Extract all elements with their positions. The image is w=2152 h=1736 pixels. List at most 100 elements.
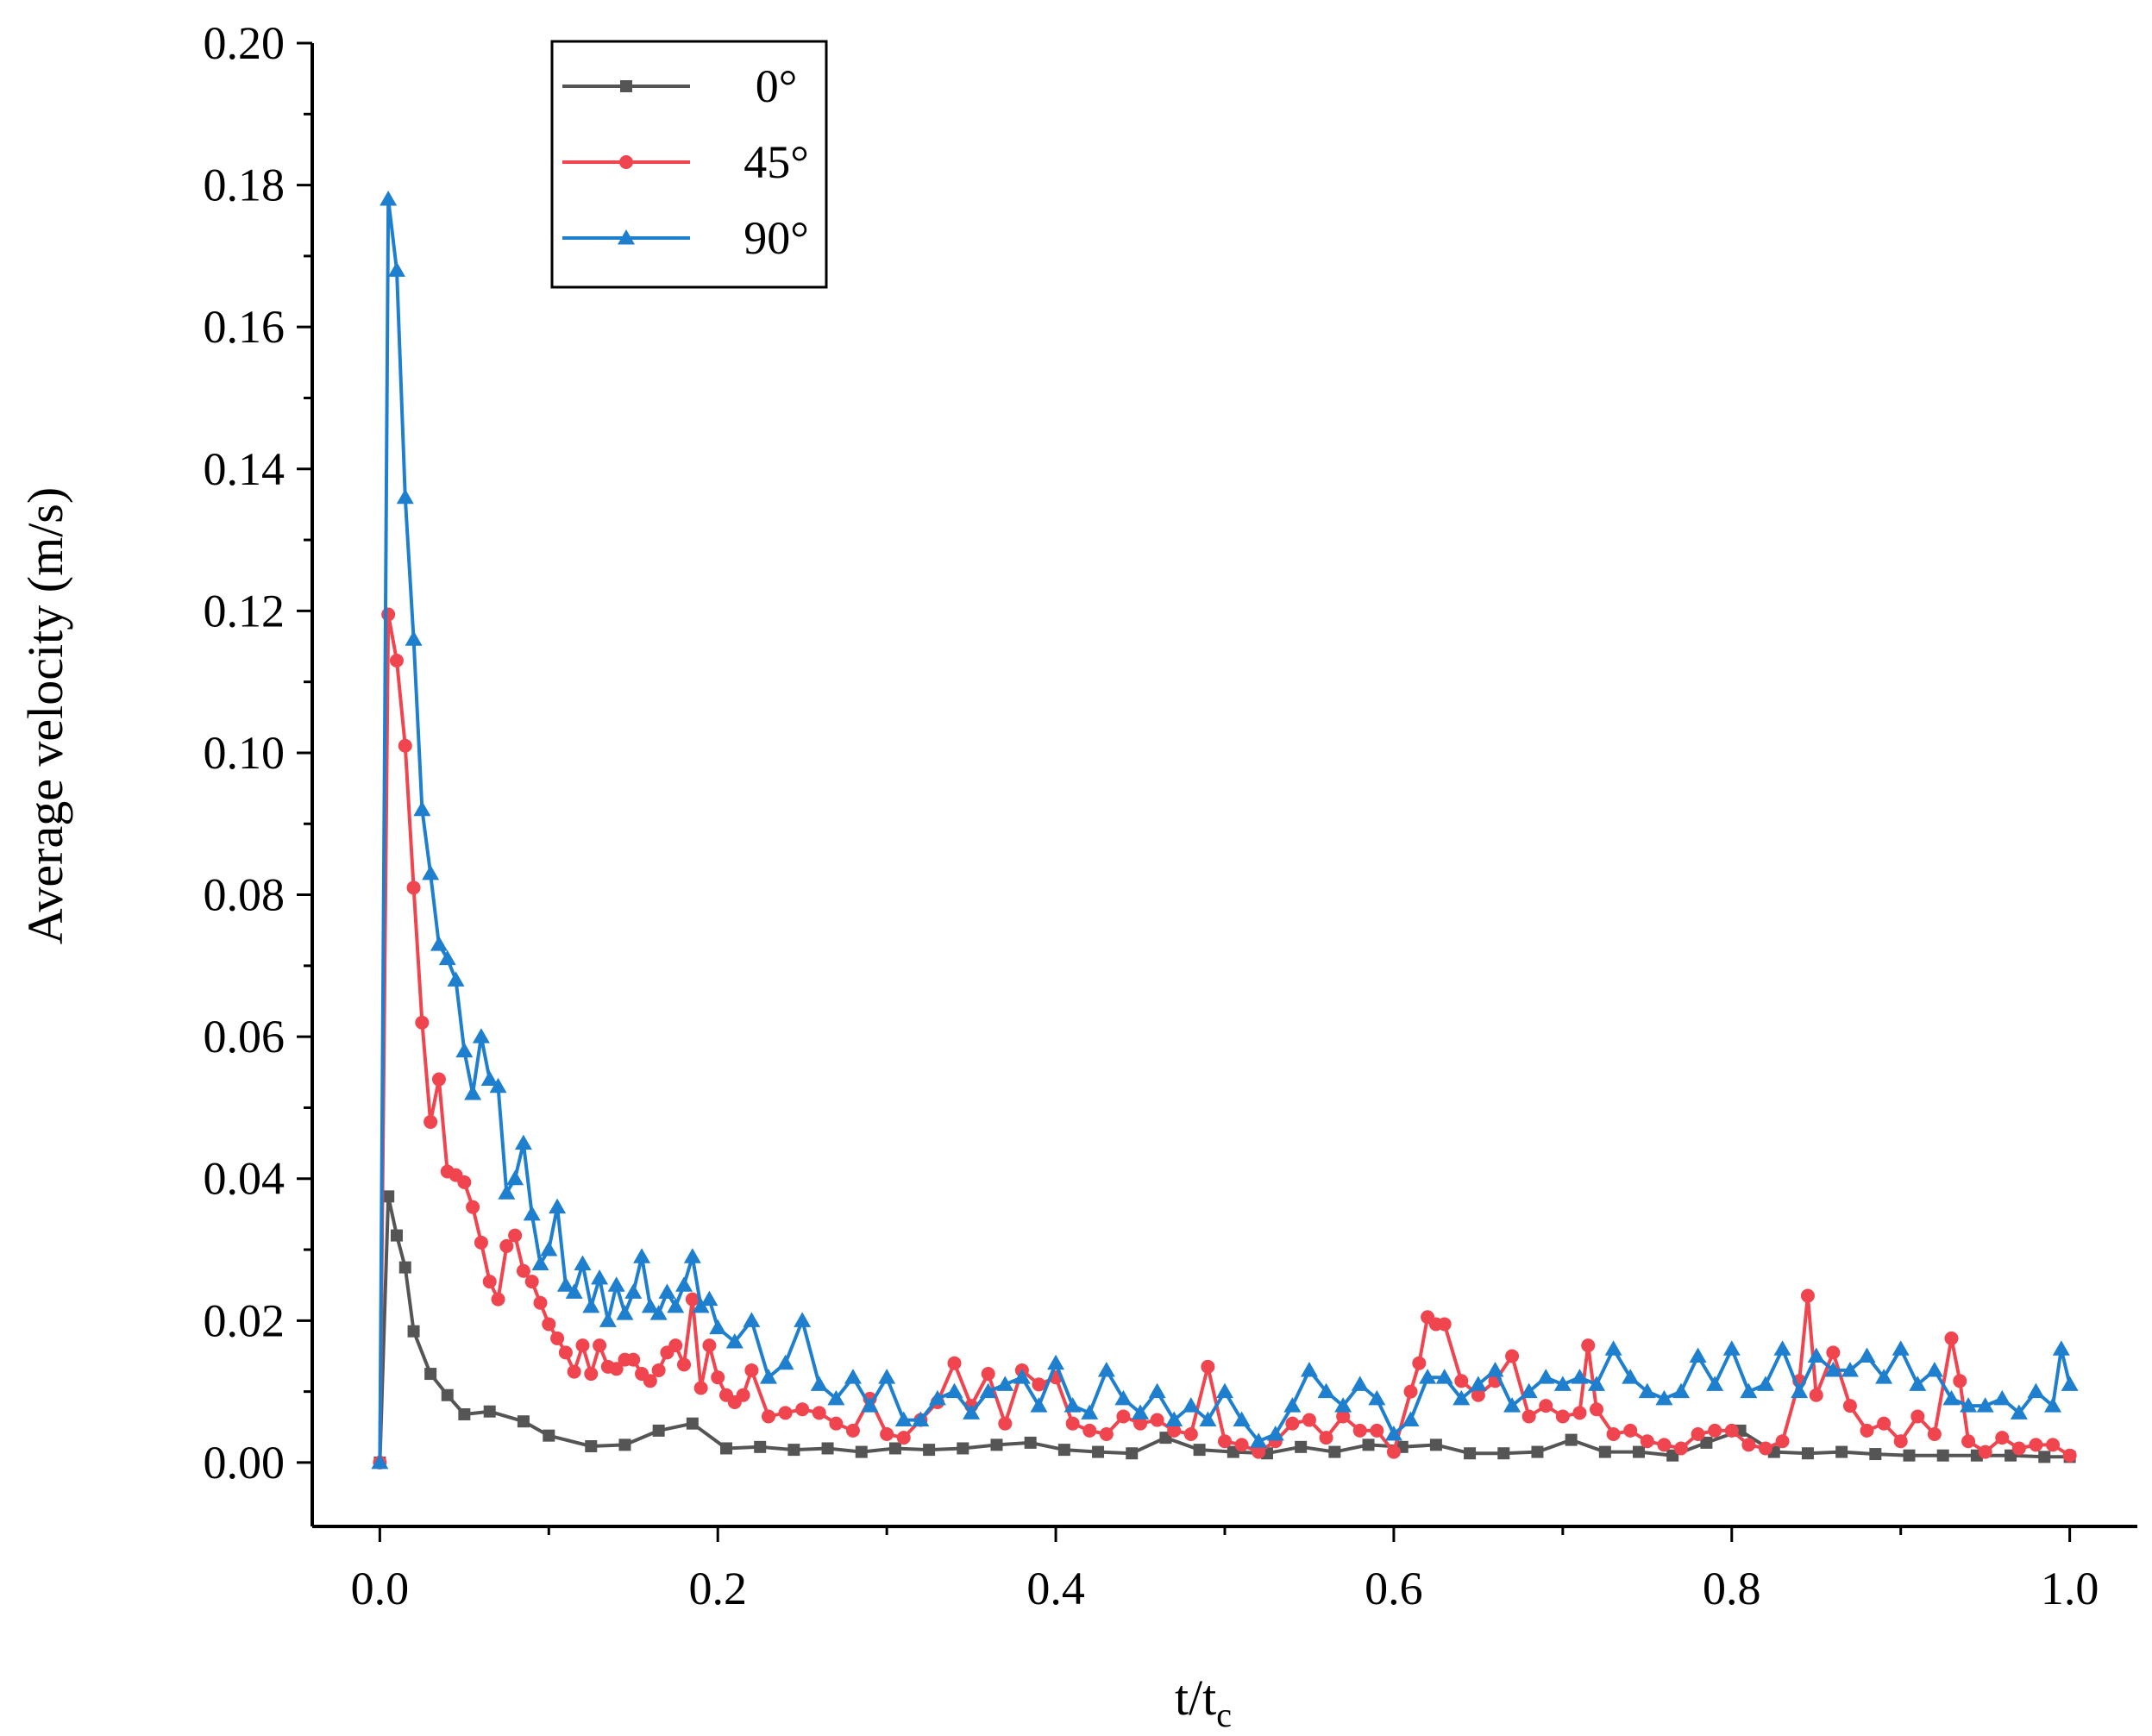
data-point-90deg bbox=[1250, 1432, 1268, 1448]
data-point-90deg bbox=[1469, 1376, 1487, 1391]
data-point-0deg bbox=[888, 1442, 901, 1455]
data-point-90deg bbox=[700, 1290, 718, 1307]
data-point-45deg bbox=[533, 1295, 548, 1310]
legend-label: 90° bbox=[743, 212, 809, 264]
data-point-45deg bbox=[1099, 1427, 1114, 1442]
x-tick-label: 0.4 bbox=[1026, 1563, 1085, 1614]
x-tick-label: 0.2 bbox=[688, 1563, 747, 1614]
data-point-45deg bbox=[1370, 1423, 1384, 1438]
data-point-45deg bbox=[406, 881, 421, 895]
data-point-90deg bbox=[480, 1070, 499, 1087]
data-point-45deg bbox=[795, 1402, 810, 1417]
data-point-0deg bbox=[1869, 1448, 1882, 1461]
data-point-90deg bbox=[591, 1269, 609, 1285]
data-point-0deg bbox=[1024, 1436, 1037, 1449]
data-point-45deg bbox=[1218, 1434, 1232, 1449]
legend-item-90deg: 90° bbox=[562, 212, 809, 264]
legend-item-0deg: 0° bbox=[562, 60, 797, 112]
data-point-45deg bbox=[516, 1263, 530, 1278]
series-layer bbox=[371, 191, 2079, 1470]
data-point-90deg bbox=[760, 1369, 777, 1384]
data-point-0deg bbox=[957, 1442, 969, 1455]
data-point-0deg bbox=[1598, 1445, 1611, 1458]
data-point-90deg bbox=[1942, 1389, 1961, 1406]
data-point-45deg bbox=[381, 607, 396, 622]
data-point-90deg bbox=[1148, 1382, 1166, 1399]
data-point-90deg bbox=[683, 1248, 701, 1263]
data-point-90deg bbox=[1435, 1369, 1453, 1384]
data-point-90deg bbox=[658, 1283, 676, 1299]
data-point-45deg bbox=[1893, 1434, 1908, 1449]
data-point-0deg bbox=[543, 1429, 555, 1442]
data-point-90deg bbox=[531, 1255, 549, 1271]
data-point-90deg bbox=[945, 1382, 963, 1399]
data-point-90deg bbox=[1351, 1376, 1369, 1391]
data-point-45deg bbox=[1386, 1445, 1401, 1459]
x-axis: 0.0 0.2 0.4 0.6 0.8 1.0 bbox=[351, 1526, 2099, 1614]
data-point-45deg bbox=[1775, 1434, 1790, 1449]
data-point-45deg bbox=[1352, 1423, 1367, 1438]
data-point-90deg bbox=[540, 1241, 558, 1257]
data-point-45deg bbox=[1860, 1423, 1874, 1438]
data-point-45deg bbox=[1623, 1423, 1638, 1438]
data-point-45deg bbox=[1800, 1288, 1815, 1303]
data-point-90deg bbox=[878, 1369, 896, 1384]
data-point-90deg bbox=[1165, 1411, 1183, 1427]
data-point-45deg bbox=[415, 1015, 430, 1030]
data-point-90deg bbox=[2052, 1340, 2070, 1356]
data-point-45deg bbox=[1471, 1388, 1485, 1402]
data-point-90deg bbox=[1419, 1369, 1437, 1384]
data-point-0deg bbox=[441, 1388, 454, 1401]
data-point-45deg bbox=[1842, 1399, 1857, 1413]
data-point-45deg bbox=[685, 1292, 700, 1307]
data-point-90deg bbox=[1858, 1347, 1876, 1363]
data-point-90deg bbox=[633, 1248, 651, 1263]
data-point-90deg bbox=[616, 1305, 634, 1320]
data-point-0deg bbox=[1057, 1444, 1070, 1457]
data-point-0deg bbox=[1092, 1445, 1105, 1458]
data-point-45deg bbox=[1183, 1427, 1198, 1442]
legend-label: 0° bbox=[756, 60, 798, 112]
data-point-0deg bbox=[407, 1325, 420, 1338]
data-point-90deg bbox=[438, 949, 456, 966]
y-tick-label: 0.14 bbox=[204, 443, 285, 495]
data-point-90deg bbox=[1824, 1361, 1842, 1377]
data-point-45deg bbox=[474, 1235, 488, 1250]
data-point-45deg bbox=[702, 1338, 717, 1353]
data-point-90deg bbox=[1216, 1382, 1233, 1399]
data-point-45deg bbox=[2011, 1441, 2026, 1456]
data-point-0deg bbox=[720, 1442, 733, 1455]
data-point-90deg bbox=[861, 1397, 879, 1413]
data-point-90deg bbox=[1097, 1361, 1115, 1377]
data-point-90deg bbox=[1756, 1376, 1774, 1391]
data-point-45deg bbox=[1082, 1423, 1097, 1438]
x-tick-label: 0.6 bbox=[1365, 1563, 1423, 1614]
data-point-45deg bbox=[466, 1200, 480, 1214]
data-point-45deg bbox=[1116, 1409, 1131, 1424]
y-axis: 0.00 0.02 0.04 0.06 0.08 0.10 0.12 0.14 0.16 0.18… bbox=[204, 17, 312, 1488]
legend-swatch-marker bbox=[620, 80, 632, 92]
y-axis-title: Average velocity (m/s) bbox=[17, 487, 73, 944]
data-point-90deg bbox=[1925, 1361, 1943, 1377]
legend-swatch-marker bbox=[618, 229, 635, 245]
data-point-0deg bbox=[821, 1442, 834, 1455]
data-point-45deg bbox=[1521, 1409, 1536, 1424]
data-point-45deg bbox=[550, 1331, 565, 1345]
data-point-90deg bbox=[565, 1283, 583, 1299]
data-point-0deg bbox=[652, 1424, 665, 1437]
data-point-45deg bbox=[736, 1388, 750, 1402]
data-point-90deg bbox=[1368, 1389, 1386, 1406]
legend: 0° 45° 90° bbox=[550, 40, 828, 289]
data-point-45deg bbox=[643, 1374, 657, 1388]
data-point-45deg bbox=[1555, 1409, 1570, 1424]
y-tick-label: 0.02 bbox=[204, 1294, 285, 1346]
data-point-90deg bbox=[1740, 1382, 1758, 1399]
data-point-45deg bbox=[2046, 1438, 2061, 1452]
data-point-90deg bbox=[1199, 1411, 1217, 1427]
data-point-45deg bbox=[1302, 1413, 1316, 1427]
data-point-0deg bbox=[1531, 1445, 1544, 1458]
data-point-45deg bbox=[1826, 1345, 1841, 1360]
data-point-45deg bbox=[609, 1362, 624, 1376]
legend-box bbox=[550, 40, 828, 289]
data-point-90deg bbox=[1520, 1382, 1538, 1399]
